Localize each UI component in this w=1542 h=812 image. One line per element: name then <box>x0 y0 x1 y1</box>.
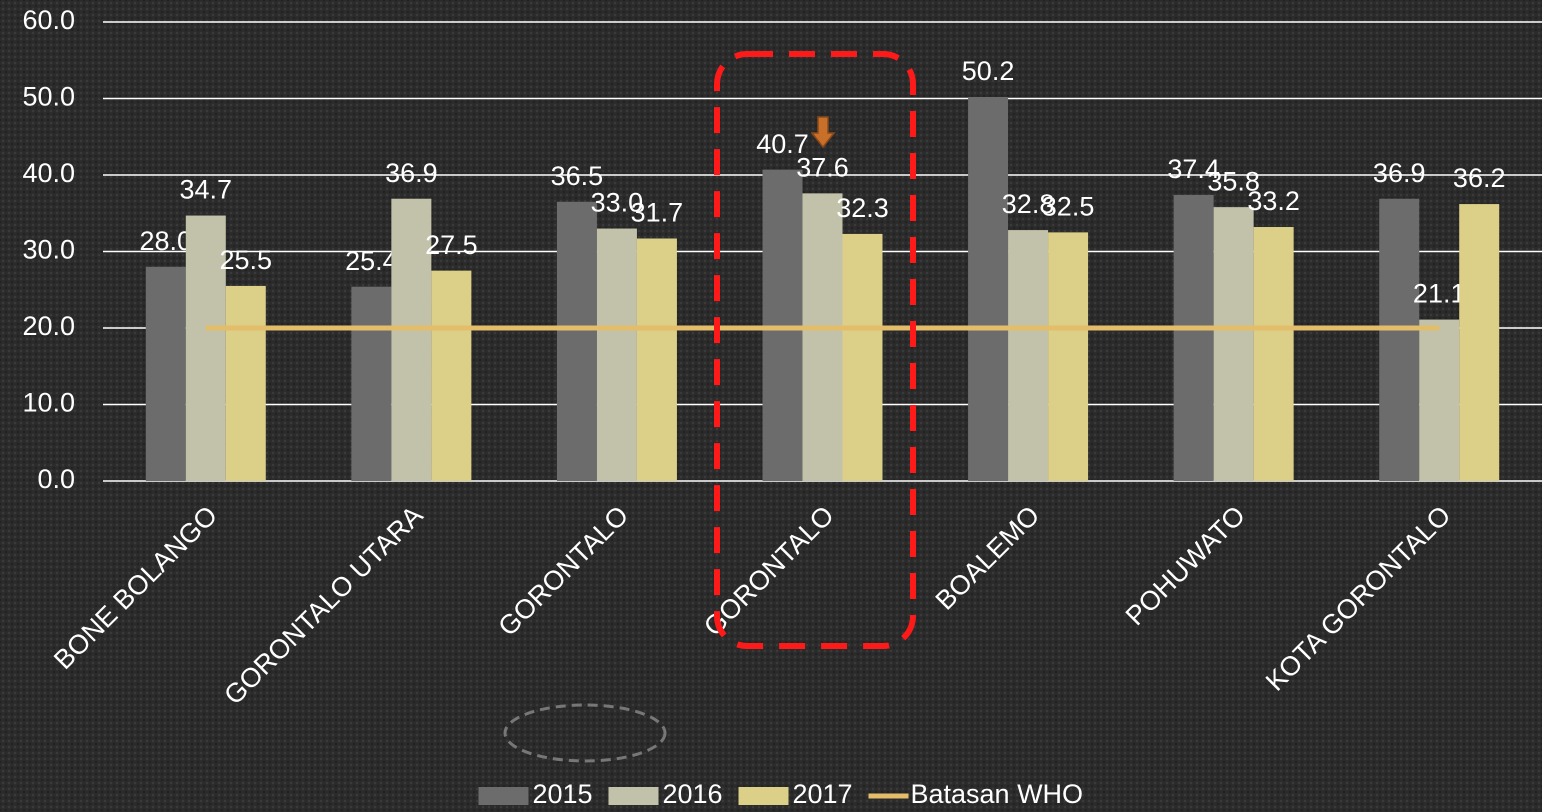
bar <box>1008 230 1049 481</box>
x-tick-label: BONE BOLANGO <box>48 500 223 675</box>
bar <box>762 169 803 481</box>
x-tick-label: POHUWATO <box>1120 500 1251 631</box>
value-label: 37.4 <box>1167 154 1220 184</box>
x-tick-label: GORONTALO <box>492 500 634 642</box>
bar <box>556 201 597 481</box>
legend-label: Batasan WHO <box>911 779 1084 809</box>
x-tick-label: KOTA GORONTALO <box>1260 500 1457 697</box>
bar <box>1253 227 1294 481</box>
y-tick-label: 10.0 <box>22 388 75 418</box>
bar <box>636 238 677 481</box>
highlight-box <box>714 51 916 649</box>
y-tick-label: 20.0 <box>22 311 75 341</box>
bar <box>596 228 637 481</box>
value-label: 50.2 <box>962 56 1015 86</box>
x-tick-label: GORONTALO UTARA <box>218 500 428 710</box>
legend-swatch <box>738 787 789 805</box>
value-label: 36.9 <box>1373 158 1426 188</box>
value-label: 37.6 <box>796 152 849 182</box>
value-label: 31.7 <box>631 198 684 228</box>
dashed-ellipse <box>503 703 667 763</box>
value-label: 25.5 <box>220 245 273 275</box>
value-label: 33.0 <box>591 188 644 218</box>
bar <box>1379 198 1420 481</box>
value-label: 33.2 <box>1247 186 1300 216</box>
legend-swatch <box>608 787 659 805</box>
y-tick-label: 50.0 <box>22 82 75 112</box>
bar <box>1459 204 1500 481</box>
bar <box>1173 194 1214 481</box>
value-label: 36.5 <box>551 161 604 191</box>
bar <box>431 270 472 481</box>
legend-swatch <box>478 787 529 805</box>
arrow-icon <box>810 116 836 149</box>
value-label: 21.1 <box>1413 279 1466 309</box>
value-label: 28.0 <box>140 226 193 256</box>
value-label: 27.5 <box>425 230 478 260</box>
value-label: 34.7 <box>180 175 233 205</box>
y-tick-label: 40.0 <box>22 158 75 188</box>
y-tick-label: 30.0 <box>22 235 75 265</box>
legend-label: 2015 <box>533 779 593 809</box>
value-label: 40.7 <box>756 129 809 159</box>
value-label: 32.5 <box>1042 192 1095 222</box>
bar <box>185 215 226 482</box>
legend-label: 2017 <box>793 779 853 809</box>
bar <box>1213 207 1254 481</box>
bar <box>842 233 883 481</box>
value-label: 32.8 <box>1002 189 1055 219</box>
legend-label: 2016 <box>663 779 723 809</box>
bar <box>145 266 186 481</box>
value-label: 32.3 <box>836 193 889 223</box>
bar <box>1419 319 1460 481</box>
y-tick-label: 0.0 <box>37 464 75 494</box>
bar <box>968 96 1009 481</box>
value-label: 35.8 <box>1207 166 1260 196</box>
plot-layer: 0.0 10.0 20.0 30.0 40.0 50.0 60.0 28.0 25.4 36.5 4… <box>22 5 1542 809</box>
bar <box>225 285 266 481</box>
x-tick-label: BOALEMO <box>930 500 1046 616</box>
bar <box>1048 232 1089 481</box>
value-label: 25.4 <box>345 246 398 276</box>
bar <box>391 198 432 481</box>
value-label: 36.2 <box>1453 163 1506 193</box>
value-label: 36.9 <box>385 158 438 188</box>
bar <box>351 286 392 481</box>
bar <box>802 193 843 482</box>
y-tick-label: 60.0 <box>22 5 75 35</box>
